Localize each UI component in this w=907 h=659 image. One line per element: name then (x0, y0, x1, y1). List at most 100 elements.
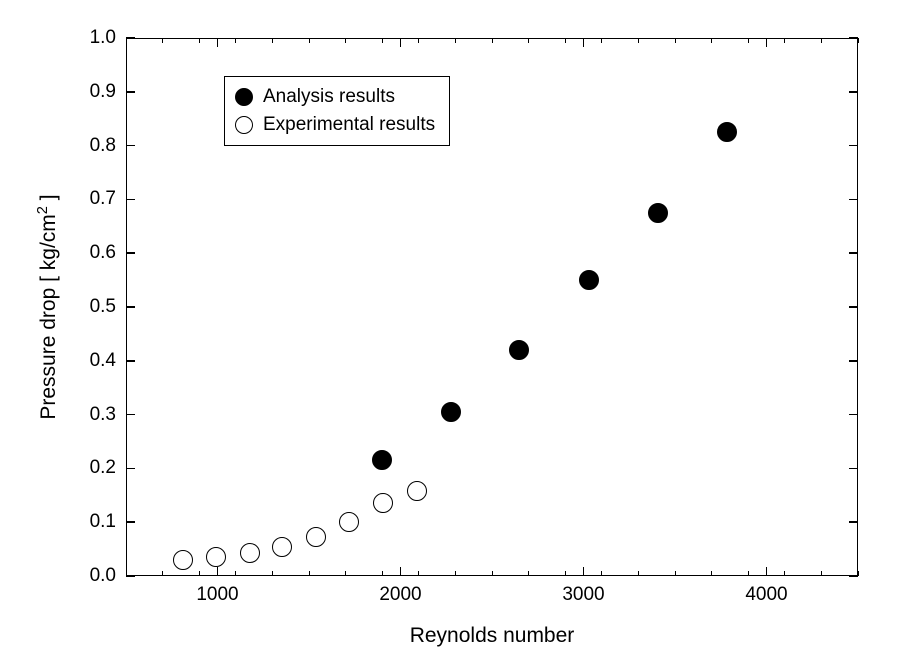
x-major-tick (400, 38, 402, 47)
x-minor-tick (711, 38, 712, 43)
y-major-tick (126, 521, 135, 523)
x-minor-tick (711, 571, 712, 576)
y-major-tick (126, 468, 135, 470)
y-tick-label: 0.4 (90, 350, 116, 372)
x-minor-tick (418, 38, 419, 43)
y-tick-label: 0.0 (90, 565, 116, 587)
legend-item: Experimental results (235, 111, 435, 139)
data-point (339, 512, 359, 532)
x-minor-tick (858, 38, 859, 43)
x-minor-tick (601, 571, 602, 576)
y-major-tick (849, 199, 858, 201)
y-tick-label: 0.8 (90, 135, 116, 157)
data-point (509, 340, 529, 360)
x-minor-tick (748, 571, 749, 576)
legend: Analysis results Experimental results (224, 76, 450, 146)
y-tick-label: 0.2 (90, 457, 116, 479)
x-minor-tick (455, 571, 456, 576)
y-axis-label: Pressure drop [ kg/cm2 ] (35, 194, 61, 419)
x-major-tick (217, 38, 219, 47)
x-minor-tick (528, 38, 529, 43)
y-major-tick (849, 468, 858, 470)
data-point (240, 543, 260, 563)
x-minor-tick (675, 571, 676, 576)
x-minor-tick (492, 38, 493, 43)
legend-marker-icon (235, 116, 253, 134)
x-tick-label: 1000 (196, 584, 238, 606)
y-tick-label: 0.3 (90, 404, 116, 426)
x-minor-tick (821, 38, 822, 43)
legend-label: Experimental results (263, 114, 435, 136)
y-tick-label: 0.9 (90, 81, 116, 103)
y-tick-label: 0.6 (90, 242, 116, 264)
x-minor-tick (492, 571, 493, 576)
x-minor-tick (199, 38, 200, 43)
x-tick-label: 4000 (745, 584, 787, 606)
data-point (373, 493, 393, 513)
x-minor-tick (199, 571, 200, 576)
x-minor-tick (309, 571, 310, 576)
x-minor-tick (345, 38, 346, 43)
x-minor-tick (748, 38, 749, 43)
x-minor-tick (272, 38, 273, 43)
x-minor-tick (784, 571, 785, 576)
x-major-tick (766, 567, 768, 576)
x-minor-tick (675, 38, 676, 43)
data-point (272, 537, 292, 557)
x-major-tick (583, 38, 585, 47)
x-minor-tick (235, 38, 236, 43)
y-major-tick (849, 575, 858, 577)
x-minor-tick (309, 38, 310, 43)
y-major-tick (849, 145, 858, 147)
x-tick-label: 3000 (562, 584, 604, 606)
y-major-tick (126, 199, 135, 201)
y-tick-label: 0.5 (90, 296, 116, 318)
data-point (579, 270, 599, 290)
legend-marker-icon (235, 88, 253, 106)
x-minor-tick (638, 571, 639, 576)
x-minor-tick (345, 571, 346, 576)
y-major-tick (126, 252, 135, 254)
x-major-tick (583, 567, 585, 576)
y-major-tick (849, 521, 858, 523)
y-major-tick (126, 145, 135, 147)
y-major-tick (126, 37, 135, 39)
data-point (206, 547, 226, 567)
y-tick-label: 0.1 (90, 511, 116, 533)
data-point (306, 527, 326, 547)
y-major-tick (849, 306, 858, 308)
x-minor-tick (382, 38, 383, 43)
data-point (173, 550, 193, 570)
x-minor-tick (565, 38, 566, 43)
legend-label: Analysis results (263, 86, 395, 108)
y-major-tick (849, 414, 858, 416)
data-point (717, 122, 737, 142)
y-major-tick (126, 360, 135, 362)
y-major-tick (849, 37, 858, 39)
y-major-tick (849, 252, 858, 254)
chart-canvas: Reynolds number Pressure drop [ kg/cm2 ]… (0, 0, 907, 659)
x-minor-tick (418, 571, 419, 576)
y-tick-label: 1.0 (90, 27, 116, 49)
x-minor-tick (784, 38, 785, 43)
x-minor-tick (235, 571, 236, 576)
y-major-tick (126, 575, 135, 577)
data-point (441, 402, 461, 422)
y-major-tick (126, 414, 135, 416)
x-minor-tick (162, 38, 163, 43)
x-minor-tick (382, 571, 383, 576)
x-major-tick (766, 38, 768, 47)
y-major-tick (849, 91, 858, 93)
x-major-tick (400, 567, 402, 576)
y-major-tick (126, 91, 135, 93)
x-minor-tick (528, 571, 529, 576)
x-minor-tick (565, 571, 566, 576)
data-point (648, 203, 668, 223)
x-minor-tick (638, 38, 639, 43)
y-major-tick (849, 360, 858, 362)
x-minor-tick (455, 38, 456, 43)
x-tick-label: 2000 (379, 584, 421, 606)
x-minor-tick (821, 571, 822, 576)
y-major-tick (126, 306, 135, 308)
x-major-tick (217, 567, 219, 576)
